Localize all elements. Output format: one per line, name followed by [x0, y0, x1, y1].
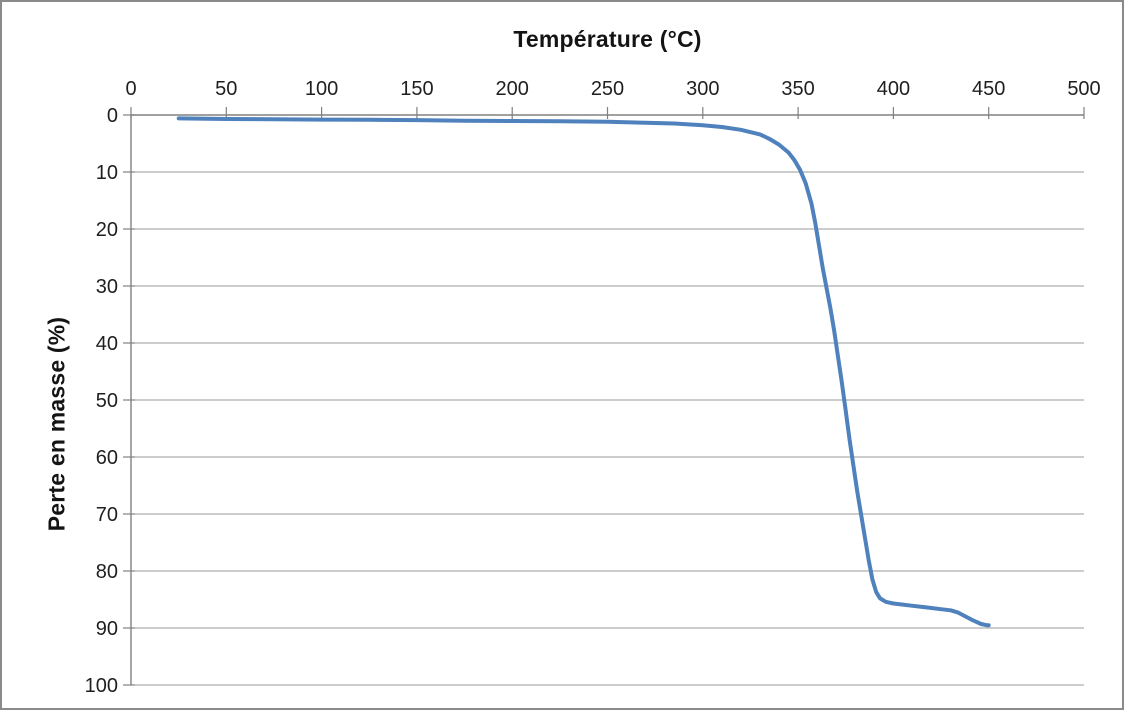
y-tick-label: 50 — [96, 390, 118, 412]
x-tick-label: 500 — [1067, 78, 1100, 100]
x-tick-label: 150 — [400, 78, 433, 100]
x-tick-label: 300 — [686, 78, 719, 100]
y-tick-label: 60 — [96, 447, 118, 469]
x-tick-label: 350 — [781, 78, 814, 100]
y-tick-label: 0 — [107, 105, 118, 127]
y-tick-label: 40 — [96, 333, 118, 355]
x-tick-label: 200 — [496, 78, 529, 100]
x-tick-label: 400 — [877, 78, 910, 100]
perte-en-masse-curve — [176, 116, 991, 628]
x-axis-title: Température (°C) — [513, 26, 702, 52]
y-tick-label: 80 — [96, 561, 118, 583]
x-tick-label: 50 — [215, 78, 237, 100]
x-tick-label: 0 — [125, 78, 136, 100]
y-tick-label: 10 — [96, 162, 118, 184]
x-tick-label: 100 — [305, 78, 338, 100]
x-tick-label: 450 — [972, 78, 1005, 100]
y-tick-label: 20 — [96, 219, 118, 241]
y-tick-label: 30 — [96, 276, 118, 298]
x-tick-label: 250 — [591, 78, 624, 100]
y-tick-label: 100 — [85, 675, 118, 697]
y-tick-label: 90 — [96, 618, 118, 640]
y-tick-label: 70 — [96, 504, 118, 526]
